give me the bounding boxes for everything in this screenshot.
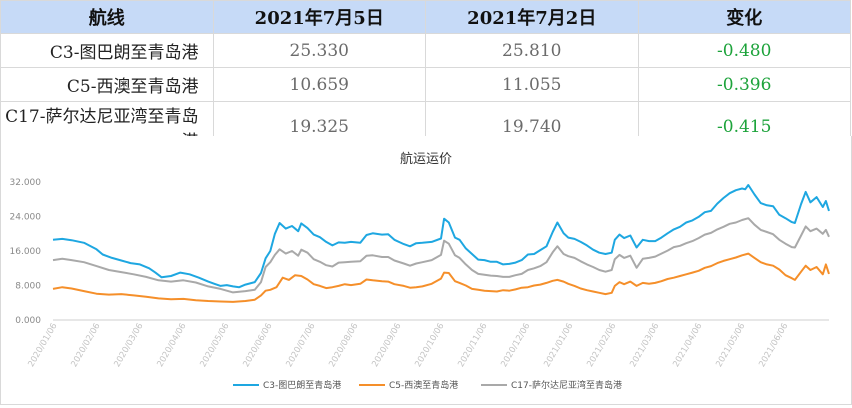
x-tick-label: 2020/08/06 — [327, 322, 360, 369]
x-tick-label: 2020/04/06 — [155, 322, 188, 369]
x-tick-label: 2020/11/06 — [456, 322, 489, 369]
x-tick-label: 2021/06/06 — [757, 322, 790, 369]
x-tick-label: 2020/07/06 — [284, 322, 317, 369]
legend-label: C17-萨尔达尼亚湾至青岛港 — [511, 379, 622, 391]
series-line-2 — [52, 252, 830, 303]
y-tick-label: 32.000 — [10, 178, 42, 188]
y-tick-label: 0.000 — [15, 316, 41, 326]
x-tick-label: 2021/01/06 — [542, 322, 575, 369]
rate-current: 25.330 — [212, 33, 426, 68]
y-tick-label: 8.000 — [15, 282, 41, 292]
x-tick-label: 2020/09/06 — [370, 322, 403, 369]
series-line-3 — [52, 217, 830, 294]
rate-previous: 11.055 — [425, 67, 639, 102]
y-axis: 0.000 8.000 16.000 24.000 32.000 — [10, 178, 42, 326]
table-header-row: 航线 2021年7月5日 2021年7月2日 变化 — [0, 0, 851, 34]
legend: C3-图巴朗至青岛港 C5-西澳至青岛港 C17-萨尔达尼亚湾至青岛港 — [233, 379, 622, 391]
x-axis: 2020/01/06 2020/02/06 2020/03/06 2020/04/06… — [26, 319, 829, 369]
x-tick-label: 2020/12/06 — [499, 322, 532, 369]
x-tick-label: 2021/05/06 — [714, 322, 747, 369]
chart-title: 航运运价 — [400, 151, 452, 167]
x-tick-label: 2021/04/06 — [671, 322, 704, 369]
header-date-previous: 2021年7月2日 — [425, 0, 639, 34]
chart-panel: 航运运价 0.000 8.000 16.000 24.000 32.000 2020/0… — [0, 136, 852, 405]
rate-change: -0.480 — [637, 33, 851, 68]
x-tick-label: 2020/06/06 — [241, 322, 274, 369]
table-row: C3-图巴朗至青岛港 25.330 25.810 -0.480 — [0, 33, 851, 68]
route-name: C5-西澳至青岛港 — [0, 67, 214, 102]
x-tick-label: 2020/02/06 — [69, 322, 102, 369]
rate-change: -0.396 — [637, 67, 851, 102]
route-name: C3-图巴朗至青岛港 — [0, 33, 214, 68]
header-date-current: 2021年7月5日 — [212, 0, 426, 34]
series-line-1 — [52, 184, 830, 289]
legend-label: C3-图巴朗至青岛港 — [263, 379, 341, 391]
x-tick-label: 2021/03/06 — [628, 322, 661, 369]
legend-label: C5-西澳至青岛港 — [389, 379, 458, 391]
x-tick-label: 2020/05/06 — [198, 322, 231, 369]
y-tick-label: 16.000 — [10, 247, 42, 257]
table-row: C5-西澳至青岛港 10.659 11.055 -0.396 — [0, 67, 851, 102]
y-tick-label: 24.000 — [10, 213, 42, 223]
x-tick-label: 2020/01/06 — [26, 322, 59, 369]
header-change: 变化 — [637, 0, 851, 34]
series-layer — [52, 184, 830, 303]
header-route: 航线 — [0, 0, 214, 34]
rate-current: 10.659 — [212, 67, 426, 102]
rate-table: 航线 2021年7月5日 2021年7月2日 变化 C3-图巴朗至青岛港 25.… — [0, 0, 851, 153]
x-tick-label: 2021/02/06 — [585, 322, 618, 369]
x-tick-label: 2020/03/06 — [112, 322, 145, 369]
freight-rate-chart: 航运运价 0.000 8.000 16.000 24.000 32.000 2020/0… — [10, 151, 830, 391]
x-tick-label: 2020/10/06 — [413, 322, 446, 369]
rate-previous: 25.810 — [425, 33, 639, 68]
